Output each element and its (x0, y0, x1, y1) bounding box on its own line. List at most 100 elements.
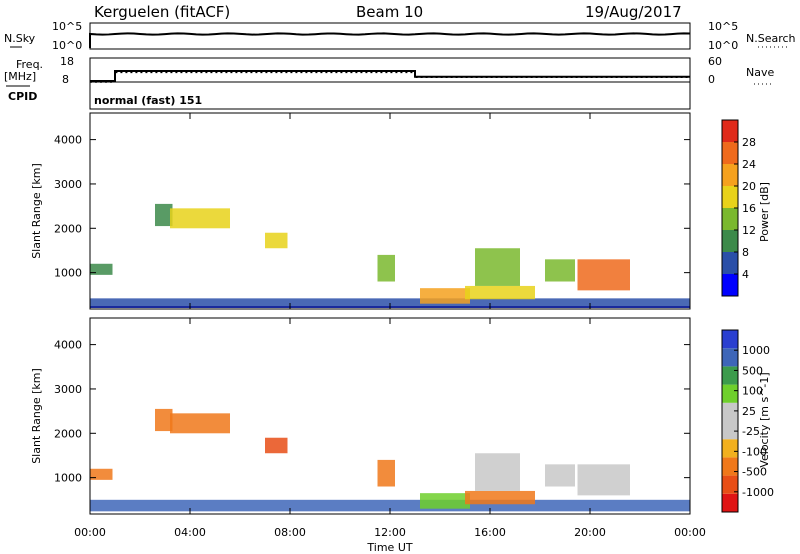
velocity-ytick-label-1: 2000 (54, 427, 82, 440)
power-x-axis-ticks (89, 113, 691, 309)
velocity-colorbar-label-0: 1000 (742, 344, 770, 357)
velocity-colorbar-frame (721, 329, 739, 513)
velocity-colorbar-label: Velocity [m s^-1] (758, 372, 771, 467)
power-y-axis: 1000 2000 3000 4000 (54, 134, 690, 280)
velocity-colorbar-swatch-9 (722, 330, 738, 349)
power-colorbar: 4 8 12 16 20 24 28 (721, 119, 756, 297)
power-colorbar-label-1: 8 (742, 246, 749, 259)
velocity-colorbar-label-3: 25 (742, 405, 756, 418)
freq-tick-bottom: 8 (62, 73, 69, 86)
velocity-colorbar-swatch-4 (722, 421, 738, 440)
power-colorbar-label-5: 24 (742, 158, 756, 171)
noise-left-label: N.Sky (4, 32, 36, 45)
power-blob-2 (155, 203, 173, 227)
velocity-blob-7 (465, 490, 535, 505)
freq-left-label-1: Freq. (16, 58, 43, 71)
velocity-blob-2 (155, 408, 173, 432)
power-ylabel: Slant Range [km] (30, 163, 43, 259)
power-colorbar-label-3: 16 (742, 202, 756, 215)
velocity-colorbar-swatch-5 (722, 402, 738, 421)
velocity-xtick-label-4: 16:00 (474, 526, 506, 539)
power-colorbar-swatch-3 (722, 208, 738, 230)
velocity-blob-10 (577, 464, 630, 496)
velocity-xtick-label-3: 12:00 (374, 526, 406, 539)
power-blob-1 (90, 263, 113, 275)
velocity-xtick-label-1: 04:00 (174, 526, 206, 539)
power-ytick-label-0: 1000 (54, 267, 82, 280)
velocity-blob-6 (420, 493, 470, 509)
power-blob-4 (265, 232, 288, 249)
velocity-colorbar-label-5: -100 (742, 445, 767, 458)
velocity-blob-4 (265, 437, 288, 454)
velocity-ytick-label-2: 3000 (54, 383, 82, 396)
power-colorbar-swatch-7 (722, 120, 738, 142)
velocity-colorbar-swatch-2 (722, 457, 738, 476)
velocity-xtick-label-2: 08:00 (274, 526, 306, 539)
station-title: Kerguelen (fitACF) (94, 3, 230, 21)
velocity-ytick-label-3: 4000 (54, 339, 82, 352)
velocity-blob-9 (545, 464, 575, 487)
power-colorbar-swatch-4 (722, 186, 738, 208)
beam-title: Beam 10 (356, 3, 423, 21)
power-colorbar-label-6: 28 (742, 136, 756, 149)
freq-series (90, 69, 690, 83)
power-colorbar-swatch-6 (722, 142, 738, 164)
nave-tick-top: 60 (708, 55, 722, 68)
velocity-blob-0 (90, 499, 690, 512)
noise-left-tick-top: 10^5 (52, 20, 82, 33)
power-colorbar-swatch-0 (722, 274, 738, 296)
freq-left-label-2: [MHz] (4, 70, 36, 83)
power-blob-9 (545, 259, 575, 282)
velocity-ytick-label-0: 1000 (54, 472, 82, 485)
power-ytick-label-3: 4000 (54, 134, 82, 147)
velocity-colorbar-swatch-3 (722, 439, 738, 458)
velocity-colorbar-swatch-1 (722, 475, 738, 494)
velocity-xtick-label-6: 00:00 (674, 526, 706, 539)
velocity-colorbar: 1000 500 100 25 -25 -100 -500 -1000 (721, 329, 774, 513)
power-colorbar-swatch-1 (722, 252, 738, 274)
power-blob-8 (475, 248, 520, 286)
velocity-colorbar-swatch-6 (722, 384, 738, 403)
velocity-colorbar-label-2: 100 (742, 385, 763, 398)
velocity-ylabel: Slant Range [km] (30, 368, 43, 464)
power-blob-3 (170, 208, 230, 229)
noise-right-label: N.Search (746, 32, 796, 45)
velocity-colorbar-swatch-7 (722, 366, 738, 385)
power-ytick-label-1: 2000 (54, 222, 82, 235)
velocity-xtick-label-5: 20:00 (574, 526, 606, 539)
velocity-xlabel: Time UT (366, 541, 412, 554)
velocity-colorbar-label-7: -1000 (742, 486, 774, 499)
freq-tick-top: 18 (60, 55, 74, 68)
noise-right-tick-top: 10^5 (708, 20, 738, 33)
noise-panel-frame (89, 22, 691, 50)
power-colorbar-swatch-5 (722, 164, 738, 186)
cpid-panel-frame (89, 81, 691, 110)
power-ytick-label-2: 3000 (54, 178, 82, 191)
cpid-mode-text: normal (fast) 151 (94, 94, 202, 107)
nave-label: Nave (746, 66, 774, 79)
power-blob-5 (377, 254, 395, 282)
power-blob-10 (577, 259, 630, 291)
power-colorbar-label-0: 4 (742, 268, 749, 281)
velocity-blob-8 (475, 453, 520, 491)
power-heatmap (90, 203, 690, 308)
power-blob-6 (420, 288, 470, 304)
date-title: 19/Aug/2017 (585, 3, 682, 21)
power-colorbar-label-4: 20 (742, 180, 756, 193)
noise-right-tick-bottom: 10^0 (708, 39, 738, 52)
velocity-x-axis: 00:00 04:00 08:00 12:00 16:00 20:00 00:00 (74, 318, 706, 539)
velocity-colorbar-label-6: -500 (742, 466, 767, 479)
velocity-blob-1 (90, 468, 113, 480)
velocity-colorbar-label-1: 500 (742, 364, 763, 377)
velocity-xtick-label-0: 00:00 (74, 526, 106, 539)
power-colorbar-swatch-2 (722, 230, 738, 252)
power-colorbar-label-2: 12 (742, 224, 756, 237)
noise-left-tick-bottom: 10^0 (52, 39, 82, 52)
cpid-label: CPID (8, 90, 37, 103)
velocity-colorbar-swatch-8 (722, 348, 738, 367)
noise-sky-series (89, 32, 691, 48)
velocity-heatmap (90, 408, 690, 512)
power-colorbar-label: Power [dB] (758, 182, 771, 242)
velocity-blob-5 (377, 459, 395, 487)
